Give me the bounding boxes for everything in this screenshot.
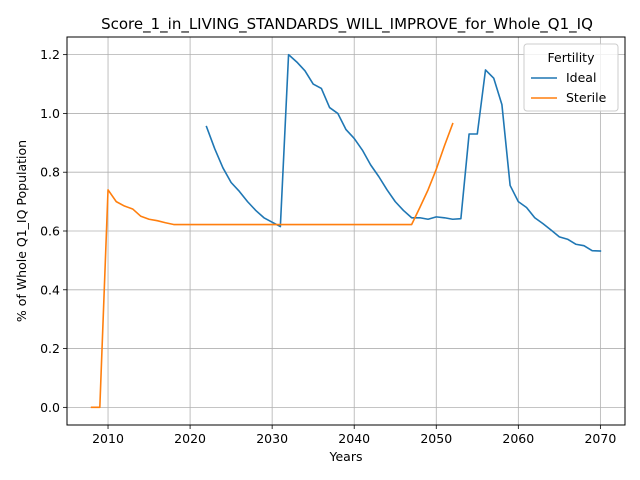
y-tick-label: 0.8 xyxy=(40,165,60,180)
ticks: 2010 2020 2030 2040 2050 2060 2070 0.0 0.2 0.4 0.6… xyxy=(40,47,616,446)
legend-box xyxy=(523,43,619,112)
x-axis-label: Years xyxy=(329,449,363,464)
legend-label-sterile: Sterile xyxy=(566,90,607,105)
x-tick-label: 2030 xyxy=(256,431,288,446)
y-tick-label: 1.0 xyxy=(40,106,60,121)
series-line-ideal xyxy=(205,53,602,252)
x-tick-label: 2040 xyxy=(338,431,370,446)
y-axis-label: % of Whole Q1_IQ Population xyxy=(14,140,29,322)
series-group xyxy=(90,53,602,409)
series-line-sterile xyxy=(90,122,454,409)
x-tick-label: 2010 xyxy=(92,431,124,446)
legend-title: Fertility xyxy=(548,50,596,65)
legend-label-ideal: Ideal xyxy=(566,70,596,85)
x-tick-label: 2020 xyxy=(174,431,206,446)
y-tick-label: 0.4 xyxy=(40,282,60,297)
chart-title: Score_1_in_LIVING_STANDARDS_WILL_IMPROVE… xyxy=(101,15,593,34)
legend: Fertility Ideal Sterile xyxy=(523,43,619,112)
x-tick-label: 2070 xyxy=(584,431,616,446)
y-tick-label: 0.6 xyxy=(40,224,60,239)
x-tick-label: 2060 xyxy=(502,431,534,446)
x-tick-label: 2050 xyxy=(420,431,452,446)
grid xyxy=(67,37,625,425)
y-tick-label: 1.2 xyxy=(40,47,60,62)
y-tick-label: 0.0 xyxy=(40,400,60,415)
y-tick-label: 0.2 xyxy=(40,341,60,356)
